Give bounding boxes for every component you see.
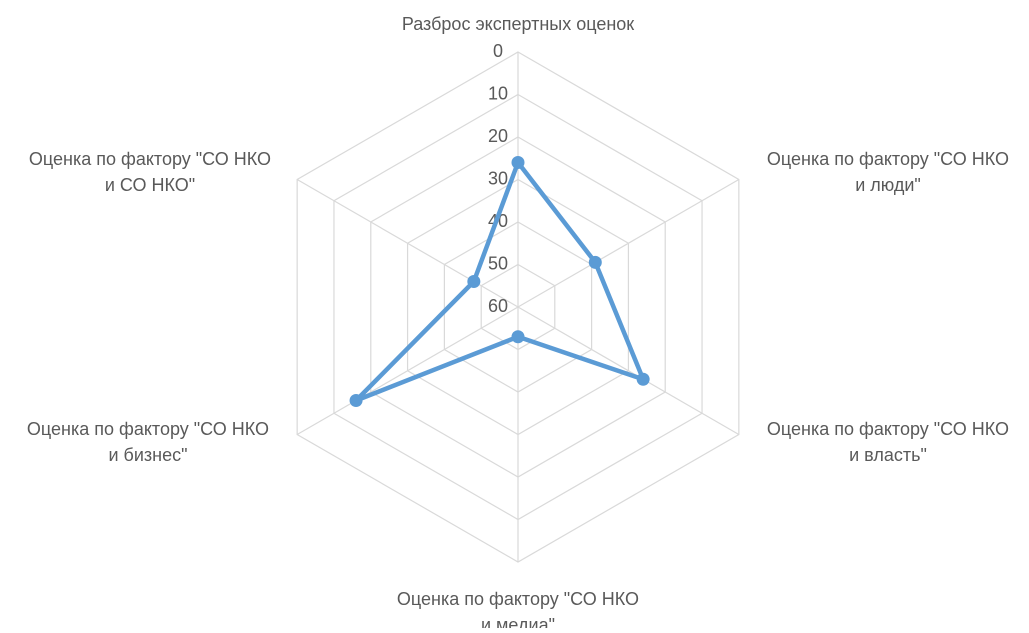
spoke — [517, 306, 740, 436]
spoke — [296, 178, 519, 308]
marker — [511, 156, 525, 169]
r-tick-label: 50 — [488, 253, 508, 273]
category-label: Оценка по фактору "СО НКО и власть" — [767, 419, 1009, 465]
marker — [349, 394, 363, 407]
category-label: Оценка по фактору "СО НКО и СО НКО" — [29, 149, 271, 195]
r-tick-label: 0 — [493, 41, 503, 61]
spoke — [296, 306, 519, 436]
marker — [588, 255, 602, 269]
marker — [636, 372, 650, 386]
r-tick-label: 20 — [488, 126, 508, 146]
marker — [511, 330, 525, 344]
r-tick-label: 30 — [488, 168, 508, 188]
r-tick-label: 10 — [488, 83, 508, 103]
category-label: Оценка по фактору "СО НКО и бизнес" — [27, 419, 269, 465]
spoke — [517, 178, 740, 308]
marker — [467, 275, 481, 288]
category-label: Разброс экспертных оценок — [402, 14, 634, 34]
series-line — [353, 160, 646, 403]
category-label: Оценка по фактору "СО НКО и люди" — [767, 149, 1009, 195]
category-label: Оценка по фактору "СО НКО и медиа" — [397, 589, 639, 628]
r-tick-label: 60 — [488, 296, 508, 316]
